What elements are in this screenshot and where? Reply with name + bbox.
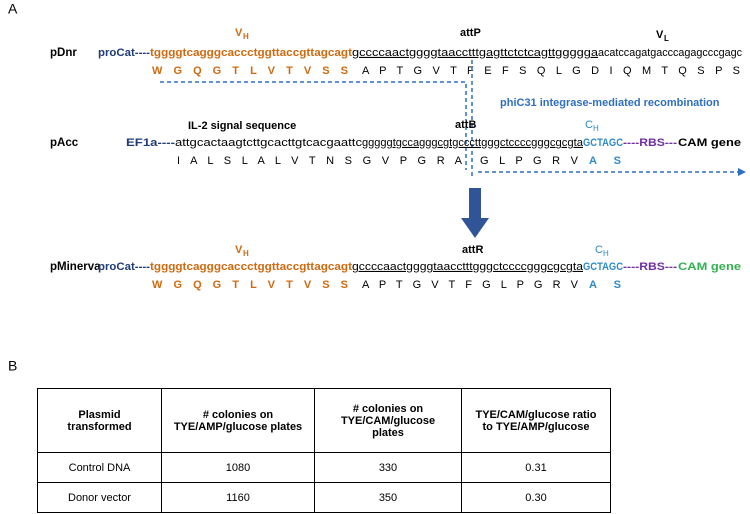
amino-acids: A P T G V T F G L P G R V <box>362 279 579 291</box>
att: attR <box>462 244 483 256</box>
cell: 1080 <box>161 452 315 483</box>
sequence: proCat---- <box>98 261 150 273</box>
plasmid-name: pMinerva <box>50 261 101 273</box>
att: attP <box>460 27 481 39</box>
big-arrow-head <box>461 218 489 238</box>
big-arrow <box>469 188 481 218</box>
amino-acids: W G Q G T L V T V S S <box>152 279 348 291</box>
vh-sub: H <box>243 249 249 258</box>
vh: V <box>235 27 243 39</box>
plasmid-name: pAcc <box>50 137 79 149</box>
cell: 0.31 <box>461 452 611 483</box>
vl-sub: L <box>664 34 669 43</box>
header-cell: # colonies on TYE/AMP/glucose plates <box>161 388 315 453</box>
vh: V <box>235 244 243 256</box>
cell: Control DNA <box>37 452 162 483</box>
sequence: attgcactaagtcttgcacttgtcacgaattc <box>175 137 363 149</box>
amino-acids: A P T G V T F E F S Q L G D I Q M T Q S … <box>362 65 740 77</box>
signal-label: IL-2 signal sequence <box>188 120 296 132</box>
row: Control DNA 1080 330 0.31 <box>37 452 611 483</box>
header-cell: # colonies on TYE/CAM/glucose plates <box>314 388 462 453</box>
amino-acids: I A L S L A L V T N S G V P G R A <box>177 155 463 167</box>
amino-acids: A S <box>589 155 621 167</box>
amino-acids: G L P G R V <box>480 155 579 167</box>
recombination-label: phiC31 integrase-mediated recombination <box>500 97 720 109</box>
sequence: acatccagatgacccagagcccgagc <box>598 47 742 59</box>
sequence: gccccaactggggtaacctttgagttctctcagttggggg… <box>352 47 599 59</box>
panel-label: A <box>8 1 18 17</box>
sequence: GCTAGC <box>583 137 623 149</box>
ch: C <box>595 244 603 256</box>
header-cell: TYE/CAM/glucose ratio to TYE/AMP/glucose <box>461 388 611 453</box>
sequence: GCTAGC <box>583 261 623 273</box>
header-cell: Plasmid transformed <box>37 388 162 453</box>
sequence: tggggtcagggcaccctggttaccgttagcagt <box>150 47 352 59</box>
sequence: gggggtgccagggcgtgccct <box>362 137 478 149</box>
sequence: EF1a---- <box>126 137 175 149</box>
att: attB <box>455 119 476 131</box>
cell: 330 <box>314 452 462 483</box>
cell: 0.30 <box>461 482 611 513</box>
amino-acids: W G Q G T L V T V S S <box>152 65 348 77</box>
vl: V <box>656 29 664 41</box>
row: Donor vector 1160 350 0.30 <box>37 482 611 513</box>
gene-label: CAM gene <box>678 261 741 273</box>
gene-label: CAM gene <box>678 137 741 149</box>
sequence: proCat---- <box>98 47 150 59</box>
sequence: ----RBS--- <box>623 261 677 273</box>
sequence: gccccaactggggtaacctttgggctccccgggcgcgta <box>352 261 584 273</box>
amino-acids: A S <box>589 279 621 291</box>
cell: Donor vector <box>37 482 162 513</box>
arrow-head <box>738 168 746 176</box>
cell: 1160 <box>161 482 315 513</box>
results-table: Plasmid transformed # colonies on TYE/AM… <box>37 388 611 513</box>
ch-sub: H <box>593 124 599 133</box>
header-row: Plasmid transformed # colonies on TYE/AM… <box>37 388 611 453</box>
panel-a: A V H attP V L pDnr proCat---- tggggtcag… <box>8 1 746 374</box>
cell: 350 <box>314 482 462 513</box>
sequence: ----RBS--- <box>623 137 677 149</box>
vh-sub: H <box>243 32 249 41</box>
ch-sub: H <box>603 249 609 258</box>
ch: C <box>585 119 593 131</box>
plasmid-name: pDnr <box>50 47 77 59</box>
sequence: tgggctccccgggcgcgta <box>478 137 584 149</box>
panel-label: B <box>8 358 17 374</box>
sequence: tggggtcagggcaccctggttaccgttagcagt <box>150 261 352 273</box>
dashed-path <box>160 81 467 170</box>
